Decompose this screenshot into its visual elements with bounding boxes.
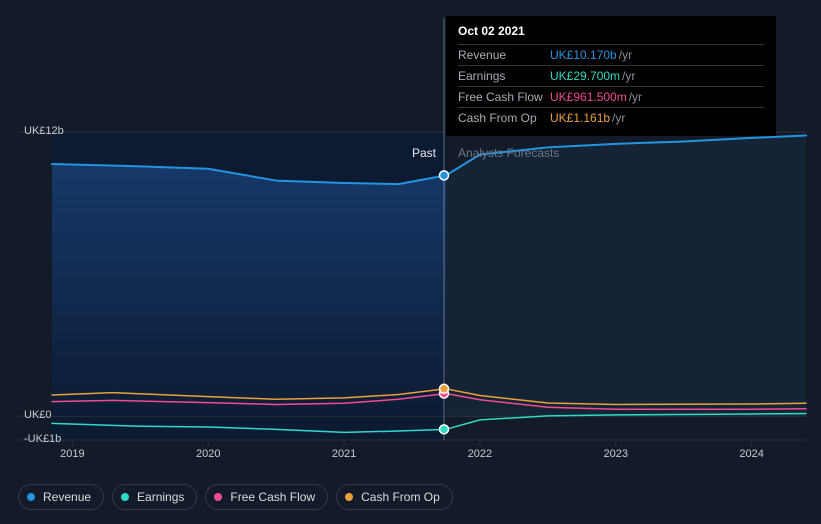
tooltip-row-label: Earnings xyxy=(458,69,550,83)
legend-item-label: Revenue xyxy=(43,490,91,504)
x-axis-tick-label: 2020 xyxy=(196,448,220,460)
legend-item-revenue[interactable]: Revenue xyxy=(18,484,104,510)
legend-dot-icon xyxy=(27,493,35,501)
legend-item-label: Earnings xyxy=(137,490,184,504)
x-axis-tick-label: 2023 xyxy=(604,448,628,460)
tooltip-row-value: UK£1.161b xyxy=(550,111,610,125)
y-axis-tick-label: UK£0 xyxy=(24,409,52,421)
legend-dot-icon xyxy=(214,493,222,501)
tooltip-row-value: UK£29.700m xyxy=(550,69,620,83)
data-tooltip: Oct 02 2021 RevenueUK£10.170b /yrEarning… xyxy=(446,16,776,136)
legend-dot-icon xyxy=(345,493,353,501)
legend-item-label: Free Cash Flow xyxy=(230,490,315,504)
legend-item-cfo[interactable]: Cash From Op xyxy=(336,484,453,510)
legend-item-earnings[interactable]: Earnings xyxy=(112,484,197,510)
y-axis-tick-label: UK£12b xyxy=(24,125,64,137)
tooltip-row: Cash From OpUK£1.161b /yr xyxy=(458,107,764,128)
tooltip-row: EarningsUK£29.700m /yr xyxy=(458,65,764,86)
tooltip-row-value: UK£10.170b xyxy=(550,48,617,62)
tooltip-row-unit: /yr xyxy=(629,90,642,104)
legend-item-fcf[interactable]: Free Cash Flow xyxy=(205,484,328,510)
tooltip-row-label: Free Cash Flow xyxy=(458,90,550,104)
tooltip-row: RevenueUK£10.170b /yr xyxy=(458,44,764,65)
tooltip-row: Free Cash FlowUK£961.500m /yr xyxy=(458,86,764,107)
tooltip-row-label: Cash From Op xyxy=(458,111,550,125)
financials-chart: UK£12b UK£0 -UK£1b 2019 2020 2021 2022 2023 202… xyxy=(0,0,821,524)
legend: Revenue Earnings Free Cash Flow Cash From O… xyxy=(18,484,453,510)
tooltip-date: Oct 02 2021 xyxy=(458,24,764,38)
y-axis-tick-label: -UK£1b xyxy=(24,433,61,445)
x-axis-tick-label: 2021 xyxy=(332,448,356,460)
section-label-forecast: Analysts Forecasts xyxy=(458,146,559,160)
tooltip-row-unit: /yr xyxy=(619,48,632,62)
legend-item-label: Cash From Op xyxy=(361,490,440,504)
legend-dot-icon xyxy=(121,493,129,501)
tooltip-row-value: UK£961.500m xyxy=(550,90,627,104)
x-axis-tick-label: 2022 xyxy=(468,448,492,460)
tooltip-row-label: Revenue xyxy=(458,48,550,62)
x-axis-tick-label: 2019 xyxy=(60,448,84,460)
x-axis-tick-label: 2024 xyxy=(739,448,763,460)
tooltip-row-unit: /yr xyxy=(622,69,635,83)
section-label-past: Past xyxy=(412,146,436,160)
tooltip-row-unit: /yr xyxy=(612,111,625,125)
